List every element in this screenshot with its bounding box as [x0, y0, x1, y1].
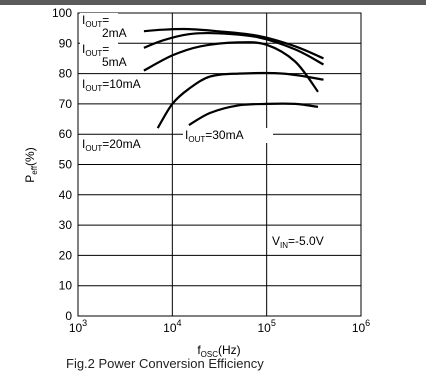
- svg-text:IOUT=: IOUT=: [82, 42, 109, 58]
- x-tick-label: 105: [257, 318, 275, 335]
- figure-caption: Fig.2 Power Conversion Efficiency: [66, 356, 264, 371]
- y-tick-label: 40: [59, 188, 73, 202]
- y-tick-label: 100: [52, 6, 72, 20]
- x-tick-label: 106: [352, 318, 370, 335]
- y-axis-label-main: P: [23, 175, 37, 183]
- x-axis-label-sub: OSC: [201, 350, 219, 359]
- x-axis-label-unit: (Hz): [218, 343, 241, 357]
- y-tick-labels: 0 10 20 30 40 50 60 70 80 90 100: [52, 6, 72, 323]
- series-line-1: [143, 27, 324, 60]
- y-axis-label-sub: eff: [30, 165, 39, 175]
- series-label-3: IOUT=10mA: [80, 77, 156, 93]
- svg-text:2mA: 2mA: [102, 26, 127, 40]
- y-tick-label: 70: [59, 97, 73, 111]
- y-tick-label: 20: [59, 248, 73, 262]
- y-tick-label: 0: [65, 309, 72, 323]
- series-label-1: IOUT=2mA: [80, 13, 127, 41]
- y-tick-label: 60: [59, 127, 73, 141]
- x-tick-label: 103: [69, 318, 87, 335]
- y-tick-label: 10: [59, 279, 73, 293]
- y-axis-label-unit: (%): [23, 147, 37, 166]
- series-label-2: IOUT=5mA: [80, 42, 127, 70]
- svg-text:IOUT=20mA: IOUT=20mA: [82, 137, 141, 153]
- efficiency-curves: [143, 27, 325, 129]
- x-tick-label: 104: [163, 318, 181, 335]
- vin-annotation-rest: =-5.0V: [288, 234, 324, 248]
- x-axis-label-main: f: [197, 343, 201, 357]
- y-tick-label: 30: [59, 218, 73, 232]
- series-labels: IOUT=2mAIOUT=5mAIOUT=10mAIOUT=20mAIOUT=3…: [80, 13, 273, 153]
- plot-frame: [77, 12, 362, 317]
- y-tick-label: 50: [59, 158, 73, 172]
- series-label-5: IOUT=30mA: [183, 128, 273, 144]
- series-line-5: [188, 102, 319, 127]
- series-line-2: [143, 31, 325, 66]
- y-tick-label: 80: [59, 67, 73, 81]
- series-label-4: IOUT=20mA: [80, 137, 156, 153]
- series-line-3: [143, 41, 319, 93]
- y-axis-label: Peff(%): [23, 147, 39, 182]
- svg-text:IOUT=30mA: IOUT=30mA: [185, 128, 244, 144]
- svg-text:5mA: 5mA: [102, 55, 127, 69]
- x-axis-label: fOSC(Hz): [197, 343, 240, 359]
- x-tick-labels: 103 104 105 106: [69, 318, 370, 335]
- vin-annotation-main: V: [272, 234, 280, 248]
- vin-annotation-sub: IN: [280, 241, 288, 250]
- series-line-4: [156, 71, 324, 129]
- top-border-bar: [0, 0, 426, 5]
- vin-annotation: VIN=-5.0V: [272, 234, 324, 250]
- svg-text:IOUT=: IOUT=: [82, 13, 109, 29]
- y-tick-label: 90: [59, 36, 73, 50]
- svg-text:IOUT=10mA: IOUT=10mA: [82, 77, 141, 93]
